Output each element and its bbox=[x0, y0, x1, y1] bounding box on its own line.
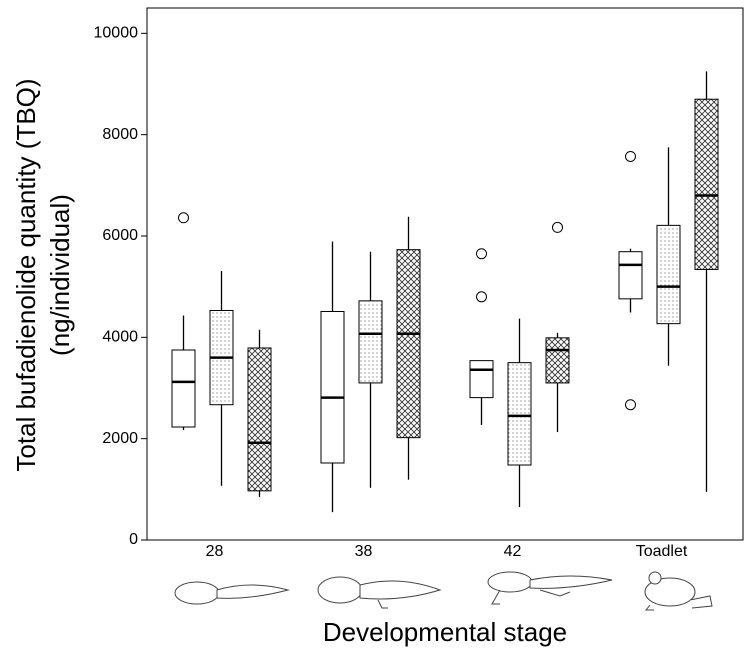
y-tick-label: 2000 bbox=[102, 430, 138, 447]
y-title-group: (ng/individual) bbox=[45, 194, 75, 356]
box bbox=[694, 98, 719, 270]
x-tick-label: Toadlet bbox=[636, 543, 688, 560]
stage-illustration bbox=[487, 571, 613, 605]
box bbox=[396, 249, 421, 439]
y-tick-label: 0 bbox=[129, 531, 138, 548]
box bbox=[358, 300, 383, 384]
y-tick-label: 6000 bbox=[102, 227, 138, 244]
y-tick-label: 10000 bbox=[94, 25, 139, 42]
x-axis-title: Developmental stage bbox=[323, 617, 567, 647]
outlier bbox=[476, 291, 487, 303]
box bbox=[171, 349, 196, 428]
outlier bbox=[552, 221, 563, 233]
box bbox=[507, 362, 532, 466]
x-tick-label: 42 bbox=[504, 543, 522, 560]
box bbox=[247, 347, 272, 492]
box bbox=[469, 360, 494, 399]
y-tick-label: 8000 bbox=[102, 126, 138, 143]
box bbox=[320, 310, 345, 464]
stage-illustration bbox=[644, 571, 713, 611]
outlier bbox=[625, 150, 636, 162]
stage-illustration bbox=[317, 576, 442, 609]
plot-frame bbox=[146, 7, 744, 541]
stage-illustrations bbox=[174, 571, 713, 611]
x-tick-label: 28 bbox=[206, 543, 224, 560]
stage-illustration bbox=[174, 581, 290, 605]
box bbox=[545, 337, 570, 384]
y-axis-title: (ng/individual) bbox=[45, 194, 75, 356]
y-title-group: Total bufadienolide quantity (TBQ) bbox=[11, 78, 41, 471]
box bbox=[656, 224, 681, 325]
outlier bbox=[625, 399, 636, 411]
y-axis-title: Total bufadienolide quantity (TBQ) bbox=[11, 78, 41, 471]
box bbox=[618, 251, 643, 300]
outlier bbox=[476, 248, 487, 260]
y-tick-label: 4000 bbox=[102, 329, 138, 346]
x-tick-label: 38 bbox=[355, 543, 373, 560]
outlier bbox=[178, 212, 189, 224]
